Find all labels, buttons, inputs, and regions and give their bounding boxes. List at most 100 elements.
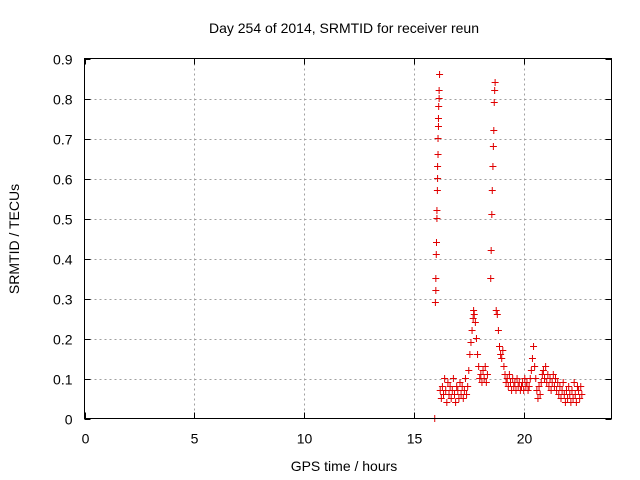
y-tick-label: 0.2 bbox=[53, 332, 73, 348]
data-point bbox=[549, 371, 557, 378]
data-point bbox=[536, 391, 544, 398]
data-point bbox=[497, 351, 505, 358]
data-point bbox=[459, 395, 467, 402]
data-point bbox=[435, 103, 443, 110]
data-point bbox=[524, 387, 532, 394]
y-tick-label: 0 bbox=[65, 412, 73, 428]
data-point bbox=[433, 187, 441, 194]
data-point bbox=[434, 123, 442, 130]
x-tick-label: 0 bbox=[82, 431, 90, 447]
data-point bbox=[568, 387, 576, 394]
data-point bbox=[489, 163, 497, 170]
data-point bbox=[527, 367, 535, 374]
data-point bbox=[578, 391, 586, 398]
data-point bbox=[528, 355, 536, 362]
x-tick-label: 20 bbox=[517, 431, 533, 447]
data-point bbox=[471, 319, 479, 326]
axis-tick-labels: 0 0.1 0.2 0.3 0.4 0.5 0.6 0.7 0.8 0.9 0 5 10 15 20 bbox=[53, 52, 532, 447]
data-point bbox=[513, 375, 521, 382]
data-point bbox=[467, 339, 475, 346]
data-point bbox=[431, 299, 439, 306]
data-point bbox=[535, 383, 543, 390]
data-point bbox=[534, 395, 542, 402]
data-point bbox=[450, 391, 458, 398]
x-tick-label: 10 bbox=[297, 431, 313, 447]
plot-frame bbox=[84, 58, 612, 419]
data-point bbox=[434, 175, 442, 182]
data-point bbox=[490, 127, 498, 134]
data-point bbox=[491, 87, 499, 94]
data-point bbox=[481, 363, 489, 370]
data-point bbox=[454, 387, 462, 394]
y-tick-label: 0.6 bbox=[53, 172, 73, 188]
data-point bbox=[487, 247, 495, 254]
data-point bbox=[488, 211, 496, 218]
data-point bbox=[452, 399, 460, 406]
data-point bbox=[505, 371, 513, 378]
chart-title: Day 254 of 2014, SRMTID for receiver reu… bbox=[209, 20, 479, 36]
data-point bbox=[530, 343, 538, 350]
data-point bbox=[523, 379, 531, 386]
data-point bbox=[432, 251, 440, 258]
data-point bbox=[434, 135, 442, 142]
data-point bbox=[432, 275, 440, 282]
data-point bbox=[468, 327, 476, 334]
y-tick-label: 0.9 bbox=[53, 52, 73, 68]
data-point bbox=[447, 395, 455, 402]
y-tick-label: 0.1 bbox=[53, 372, 73, 388]
data-point bbox=[456, 379, 464, 386]
data-point bbox=[449, 375, 457, 382]
data-point bbox=[470, 307, 478, 314]
data-point bbox=[438, 383, 446, 390]
axis-ticks bbox=[84, 58, 612, 420]
y-tick-label: 0.5 bbox=[53, 212, 73, 228]
data-point bbox=[565, 383, 573, 390]
data-point bbox=[552, 375, 560, 382]
data-point bbox=[442, 387, 450, 394]
y-tick-label: 0.8 bbox=[53, 92, 73, 108]
y-tick-label: 0.3 bbox=[53, 292, 73, 308]
data-point bbox=[464, 383, 472, 390]
data-point bbox=[576, 395, 584, 402]
data-point bbox=[539, 367, 547, 374]
data-point bbox=[533, 387, 541, 394]
x-tick-label: 5 bbox=[191, 431, 199, 447]
data-point bbox=[559, 379, 567, 386]
data-point bbox=[437, 395, 445, 402]
data-point bbox=[575, 387, 583, 394]
data-point bbox=[463, 391, 471, 398]
data-point bbox=[480, 375, 488, 382]
grid bbox=[84, 58, 612, 419]
data-point bbox=[571, 391, 579, 398]
data-point bbox=[444, 379, 452, 386]
data-point bbox=[434, 115, 442, 122]
data-point bbox=[434, 151, 442, 158]
data-point bbox=[542, 363, 550, 370]
data-point bbox=[470, 311, 478, 318]
data-point bbox=[557, 395, 565, 402]
data-point bbox=[569, 395, 577, 402]
data-point bbox=[498, 355, 506, 362]
data-point bbox=[577, 383, 585, 390]
data-point bbox=[492, 307, 500, 314]
data-point bbox=[572, 399, 580, 406]
data-point bbox=[436, 71, 444, 78]
data-point bbox=[482, 379, 490, 386]
y-tick-label: 0.4 bbox=[53, 252, 73, 268]
data-point bbox=[434, 163, 442, 170]
data-point bbox=[556, 383, 564, 390]
data-point bbox=[570, 379, 578, 386]
data-point bbox=[432, 287, 440, 294]
data-point bbox=[488, 187, 496, 194]
data-point bbox=[435, 87, 443, 94]
data-point bbox=[441, 375, 449, 382]
data-point bbox=[474, 351, 482, 358]
data-point bbox=[461, 375, 469, 382]
data-point bbox=[477, 371, 485, 378]
data-point bbox=[432, 239, 440, 246]
data-point bbox=[525, 383, 533, 390]
data-point bbox=[465, 367, 473, 374]
data-point bbox=[490, 99, 498, 106]
